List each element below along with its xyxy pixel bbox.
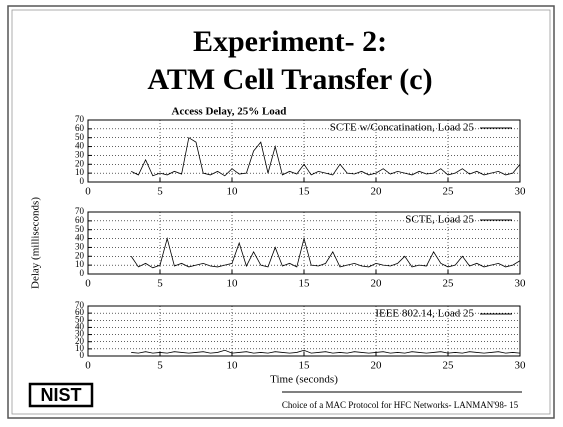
chart-title: Access Delay, 25% Load: [172, 106, 287, 118]
legend-label: SCTE w/Concatination, Load 25: [330, 122, 475, 134]
y-tick-label: 30: [75, 149, 85, 159]
x-tick-label: 0: [85, 360, 91, 372]
x-tick-label: 20: [371, 186, 383, 198]
x-tick-label: 0: [85, 278, 91, 290]
y-tick-label: 50: [75, 132, 85, 142]
x-tick-label: 10: [227, 278, 239, 290]
y-tick-label: 0: [80, 176, 85, 186]
logo-box: [28, 382, 94, 408]
y-tick-label: 10: [75, 343, 85, 353]
x-tick-label: 20: [371, 278, 383, 290]
x-tick-label: 30: [515, 186, 527, 198]
y-tick-label: 40: [75, 141, 85, 151]
y-tick-label: 60: [75, 215, 85, 225]
x-tick-label: 15: [299, 186, 311, 198]
y-tick-label: 70: [75, 114, 85, 124]
y-tick-label: 40: [75, 321, 85, 331]
slide-inner-frame: [11, 9, 551, 415]
x-tick-label: 10: [227, 360, 239, 372]
y-tick-label: 10: [75, 259, 85, 269]
y-tick-label: 30: [75, 241, 85, 251]
x-tick-label: 10: [227, 186, 239, 198]
y-axis-label: Delay (milliseconds): [30, 197, 42, 289]
x-tick-label: 25: [443, 360, 455, 372]
y-tick-label: 50: [75, 224, 85, 234]
footer: Choice of a MAC Protocol for HFC Network…: [282, 400, 519, 410]
y-tick-label: 70: [75, 300, 85, 310]
x-tick-label: 30: [515, 360, 527, 372]
y-tick-label: 20: [75, 336, 85, 346]
legend-label: SCTE, Load 25: [405, 214, 474, 226]
x-tick-label: 5: [157, 186, 163, 198]
y-tick-label: 60: [75, 307, 85, 317]
x-tick-label: 25: [443, 278, 455, 290]
y-tick-label: 70: [75, 206, 85, 216]
series-line: [130, 236, 521, 269]
x-tick-label: 30: [515, 278, 527, 290]
slide-title: Experiment- 2:: [193, 25, 387, 58]
x-tick-label: 25: [443, 186, 455, 198]
series-line: [131, 137, 521, 177]
y-tick-label: 60: [75, 123, 85, 133]
y-tick-label: 40: [75, 233, 85, 243]
x-tick-label: 15: [299, 360, 311, 372]
x-tick-label: 15: [299, 278, 311, 290]
x-axis-label: Time (seconds): [270, 374, 338, 386]
y-tick-label: 20: [75, 158, 85, 168]
slide-title: ATM Cell Transfer (c): [147, 63, 432, 96]
series-line: [131, 349, 521, 354]
y-tick-label: 0: [80, 268, 85, 278]
x-tick-label: 20: [371, 360, 383, 372]
y-tick-label: 50: [75, 314, 85, 324]
y-tick-label: 0: [80, 350, 85, 360]
y-tick-label: 10: [75, 167, 85, 177]
logo: NIST: [40, 385, 81, 405]
y-tick-label: 20: [75, 250, 85, 260]
legend-label: IEEE 802.14, Load 25: [375, 308, 474, 320]
x-tick-label: 5: [157, 278, 163, 290]
y-tick-label: 30: [75, 329, 85, 339]
x-tick-label: 5: [157, 360, 163, 372]
x-tick-label: 0: [85, 186, 91, 198]
